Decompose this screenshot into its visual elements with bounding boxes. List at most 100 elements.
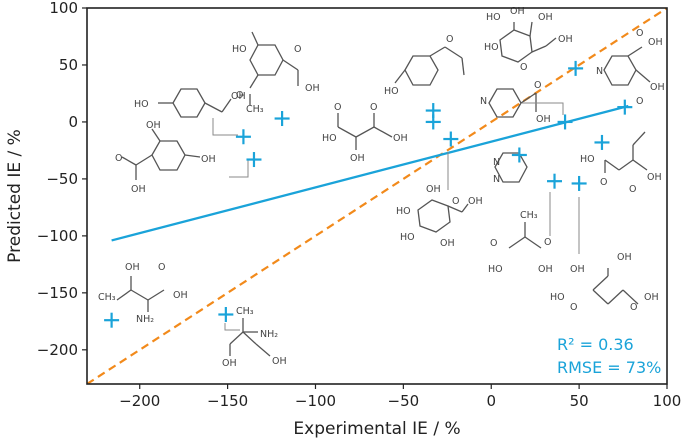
x-tick-label: −100	[295, 392, 336, 410]
molecule-glucose: O HO HO OH OH OH	[396, 184, 483, 249]
plot-frame	[86, 7, 668, 385]
svg-text:N: N	[493, 174, 500, 185]
x-tick-label: −50	[388, 392, 420, 410]
molecule-isonicotinic-acid: N O OH	[480, 80, 551, 125]
svg-text:O: O	[636, 28, 643, 39]
x-tick-label: 0	[486, 392, 496, 410]
svg-text:OH: OH	[440, 238, 455, 249]
svg-text:OH: OH	[272, 356, 287, 367]
svg-text:OH: OH	[131, 184, 146, 195]
molecule-fructose: HO OH OH OH HO O	[484, 6, 573, 73]
data-point	[274, 111, 290, 127]
x-tick-label: −150	[207, 392, 248, 410]
svg-text:OH: OH	[393, 133, 408, 144]
svg-text:OH: OH	[146, 120, 161, 131]
molecule-2-4-dihydroxybenzoic-acid: OH O OH OH	[115, 120, 216, 195]
data-point	[246, 152, 262, 168]
svg-text:OH: OH	[648, 37, 663, 48]
y-tick-label: −150	[37, 284, 78, 302]
svg-text:N: N	[596, 66, 603, 77]
y-tick-label: −200	[37, 341, 78, 359]
molecule-pyridine-dicarboxylic-acid: N OH O OH O	[596, 28, 665, 107]
svg-text:HO: HO	[232, 44, 247, 55]
svg-text:OH: OH	[468, 196, 483, 207]
molecule-aminomethyl-propanediol: CH₃ NH₂ OH OH	[222, 306, 287, 369]
svg-text:O: O	[115, 153, 122, 164]
svg-text:HO: HO	[134, 99, 149, 110]
identity-line	[87, 8, 667, 384]
data-point	[104, 312, 120, 328]
y-tick-label: 0	[68, 113, 78, 131]
data-point	[235, 129, 251, 145]
svg-text:O: O	[629, 184, 636, 195]
svg-text:HO: HO	[550, 292, 565, 303]
svg-text:CH₃: CH₃	[98, 292, 116, 303]
data-point	[557, 114, 573, 130]
molecule-tartronic-acid: HO O OH O OH	[322, 102, 408, 164]
molecule-threonine: OH CH₃ NH₂ O OH	[98, 262, 188, 325]
data-point	[511, 147, 527, 163]
leader-line	[522, 102, 564, 115]
svg-text:O: O	[636, 96, 643, 107]
y-tick-label: 50	[59, 56, 78, 74]
data-point	[617, 99, 633, 115]
data-point	[594, 134, 610, 150]
svg-text:HO: HO	[400, 232, 415, 243]
svg-text:O: O	[630, 302, 637, 313]
svg-text:OH: OH	[350, 153, 365, 164]
svg-text:NH₂: NH₂	[136, 314, 154, 325]
x-axis-label: Experimental IE / %	[293, 419, 460, 439]
svg-text:OH: OH	[231, 91, 246, 102]
x-tick-label: 100	[653, 392, 682, 410]
svg-text:O: O	[370, 102, 377, 113]
svg-text:O: O	[520, 62, 527, 73]
svg-text:HO: HO	[484, 42, 499, 53]
svg-text:O: O	[600, 177, 607, 188]
data-point	[443, 131, 459, 147]
svg-text:O: O	[452, 196, 459, 207]
molecule-4-hydroxybenzyl-alcohol: HO OH	[134, 88, 246, 118]
svg-text:OH: OH	[538, 264, 553, 275]
leader-line	[224, 323, 240, 331]
svg-text:OH: OH	[426, 184, 441, 195]
molecule-vanillic-acid: HO O CH₃ OH O	[232, 31, 320, 115]
svg-text:OH: OH	[305, 83, 320, 94]
data-point	[425, 114, 441, 130]
data-point	[571, 175, 587, 191]
data-point	[547, 173, 563, 189]
molecule-methylmalonic-acid: CH₃ O HO OH O	[488, 210, 553, 275]
rmse-label: RMSE = 73%	[557, 358, 661, 377]
svg-text:CH₃: CH₃	[520, 210, 538, 221]
svg-text:CH₃: CH₃	[246, 104, 264, 115]
svg-text:NH₂: NH₂	[260, 329, 278, 340]
molecule-tricarballylic-acid: OH OH HO OH O O	[550, 252, 659, 313]
svg-text:OH: OH	[173, 290, 188, 301]
data-point	[568, 60, 584, 76]
svg-text:O: O	[570, 302, 577, 313]
svg-text:O: O	[294, 44, 301, 55]
svg-text:OH: OH	[644, 292, 659, 303]
fit-line	[111, 104, 629, 242]
svg-text:OH: OH	[558, 34, 573, 45]
data-point	[218, 306, 234, 322]
svg-text:OH: OH	[538, 12, 553, 23]
leader-line	[229, 160, 249, 178]
molecule-itaconic-acid: HO O OH O	[580, 131, 662, 195]
y-tick-label: −50	[46, 170, 78, 188]
svg-text:OH: OH	[201, 154, 216, 165]
svg-text:OH: OH	[222, 358, 237, 369]
x-tick-label: −200	[119, 392, 160, 410]
svg-text:OH: OH	[650, 82, 665, 93]
svg-text:HO: HO	[486, 12, 501, 23]
svg-text:HO: HO	[322, 133, 337, 144]
molecule-pyridazine: N N	[493, 152, 528, 185]
svg-text:HO: HO	[396, 206, 411, 217]
svg-text:HO: HO	[580, 154, 595, 165]
svg-text:O: O	[158, 262, 165, 273]
svg-text:O: O	[236, 90, 243, 101]
svg-text:CH₃: CH₃	[236, 306, 254, 317]
svg-text:OH: OH	[617, 252, 632, 263]
y-tick-label: 100	[49, 0, 78, 17]
svg-text:HO: HO	[488, 264, 503, 275]
